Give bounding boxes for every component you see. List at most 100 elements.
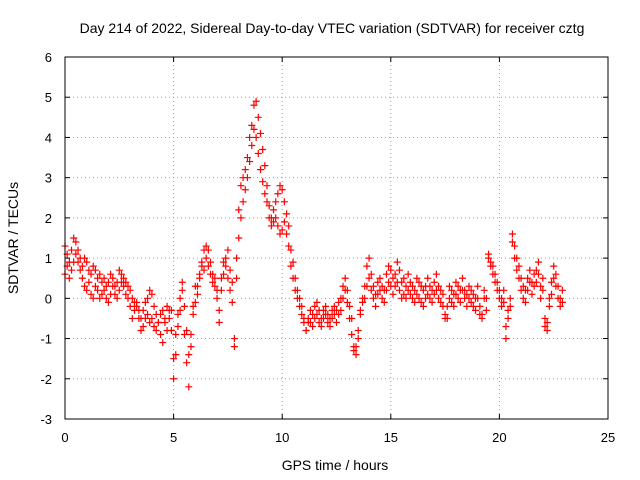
data-point [432, 286, 440, 294]
data-point [70, 234, 78, 242]
data-point [480, 294, 488, 302]
data-point [435, 294, 443, 302]
data-point [187, 343, 195, 351]
data-point [220, 270, 228, 278]
data-point [346, 302, 354, 310]
data-point [343, 298, 351, 306]
data-point [226, 266, 234, 274]
y-tick-label: 6 [45, 50, 52, 65]
y-tick-label: -2 [40, 372, 52, 387]
data-point [498, 302, 506, 310]
data-point [248, 141, 256, 149]
data-point [228, 298, 236, 306]
data-point [144, 294, 152, 302]
data-point [489, 270, 497, 278]
data-point [104, 298, 112, 306]
data-point [98, 278, 106, 286]
data-point [467, 286, 475, 294]
data-point [276, 230, 284, 238]
data-point [202, 254, 210, 262]
data-point [261, 190, 269, 198]
data-point [402, 294, 410, 302]
data-point [270, 218, 278, 226]
chart-title: Day 214 of 2022, Sidereal Day-to-day VTE… [80, 20, 585, 36]
data-point [432, 270, 440, 278]
data-point [411, 298, 419, 306]
data-point [207, 258, 215, 266]
data-point [78, 274, 86, 282]
data-point [552, 270, 560, 278]
data-point [254, 150, 262, 158]
data-point [391, 270, 399, 278]
data-point [445, 282, 453, 290]
data-point [430, 290, 438, 298]
data-point [419, 286, 427, 294]
data-point [133, 298, 141, 306]
data-point [185, 351, 193, 359]
data-point [391, 282, 399, 290]
data-point [409, 294, 417, 302]
data-point [306, 306, 314, 314]
data-point [554, 294, 562, 302]
data-point [313, 298, 321, 306]
y-tick-label: 4 [45, 130, 52, 145]
data-point [472, 306, 480, 314]
x-tick-label: 5 [170, 430, 177, 445]
data-point [280, 198, 288, 206]
data-point [276, 182, 284, 190]
data-point [293, 294, 301, 302]
data-point [233, 254, 241, 262]
data-point [298, 310, 306, 318]
data-point [263, 198, 271, 206]
plot-frame [64, 56, 609, 420]
data-point [550, 274, 558, 282]
data-point [135, 306, 143, 314]
data-point [96, 270, 104, 278]
data-point [369, 294, 377, 302]
data-point [495, 294, 503, 302]
data-point [539, 274, 547, 282]
data-point [224, 274, 232, 282]
data-point [508, 230, 516, 238]
y-tick-label: -3 [40, 412, 52, 427]
data-point [246, 133, 254, 141]
data-point [506, 294, 514, 302]
data-point [278, 226, 286, 234]
data-point [213, 286, 221, 294]
data-point [545, 294, 553, 302]
data-point [474, 282, 482, 290]
x-tick-label: 10 [275, 430, 289, 445]
data-point [411, 286, 419, 294]
data-point [485, 254, 493, 262]
data-point [68, 246, 76, 254]
data-point [74, 246, 82, 254]
data-point [256, 166, 264, 174]
data-point [382, 270, 390, 278]
y-tick-label: 2 [45, 211, 52, 226]
data-point [532, 278, 540, 286]
y-tick-label: 0 [45, 291, 52, 306]
data-point [222, 262, 230, 270]
data-point [537, 282, 545, 290]
data-point [163, 302, 171, 310]
data-point [534, 270, 542, 278]
data-point [280, 218, 288, 226]
data-point [250, 101, 258, 109]
data-point [94, 274, 102, 282]
data-point [385, 262, 393, 270]
data-point [287, 246, 295, 254]
data-point [91, 266, 99, 274]
data-point [211, 282, 219, 290]
data-point [196, 274, 204, 282]
x-tick-label: 25 [601, 430, 615, 445]
data-point [285, 242, 293, 250]
data-point [537, 294, 545, 302]
data-point [419, 302, 427, 310]
data-point [91, 282, 99, 290]
y-tick-label: 1 [45, 251, 52, 266]
data-point [359, 298, 367, 306]
data-point [139, 322, 147, 330]
data-point [348, 331, 356, 339]
data-point [241, 186, 249, 194]
